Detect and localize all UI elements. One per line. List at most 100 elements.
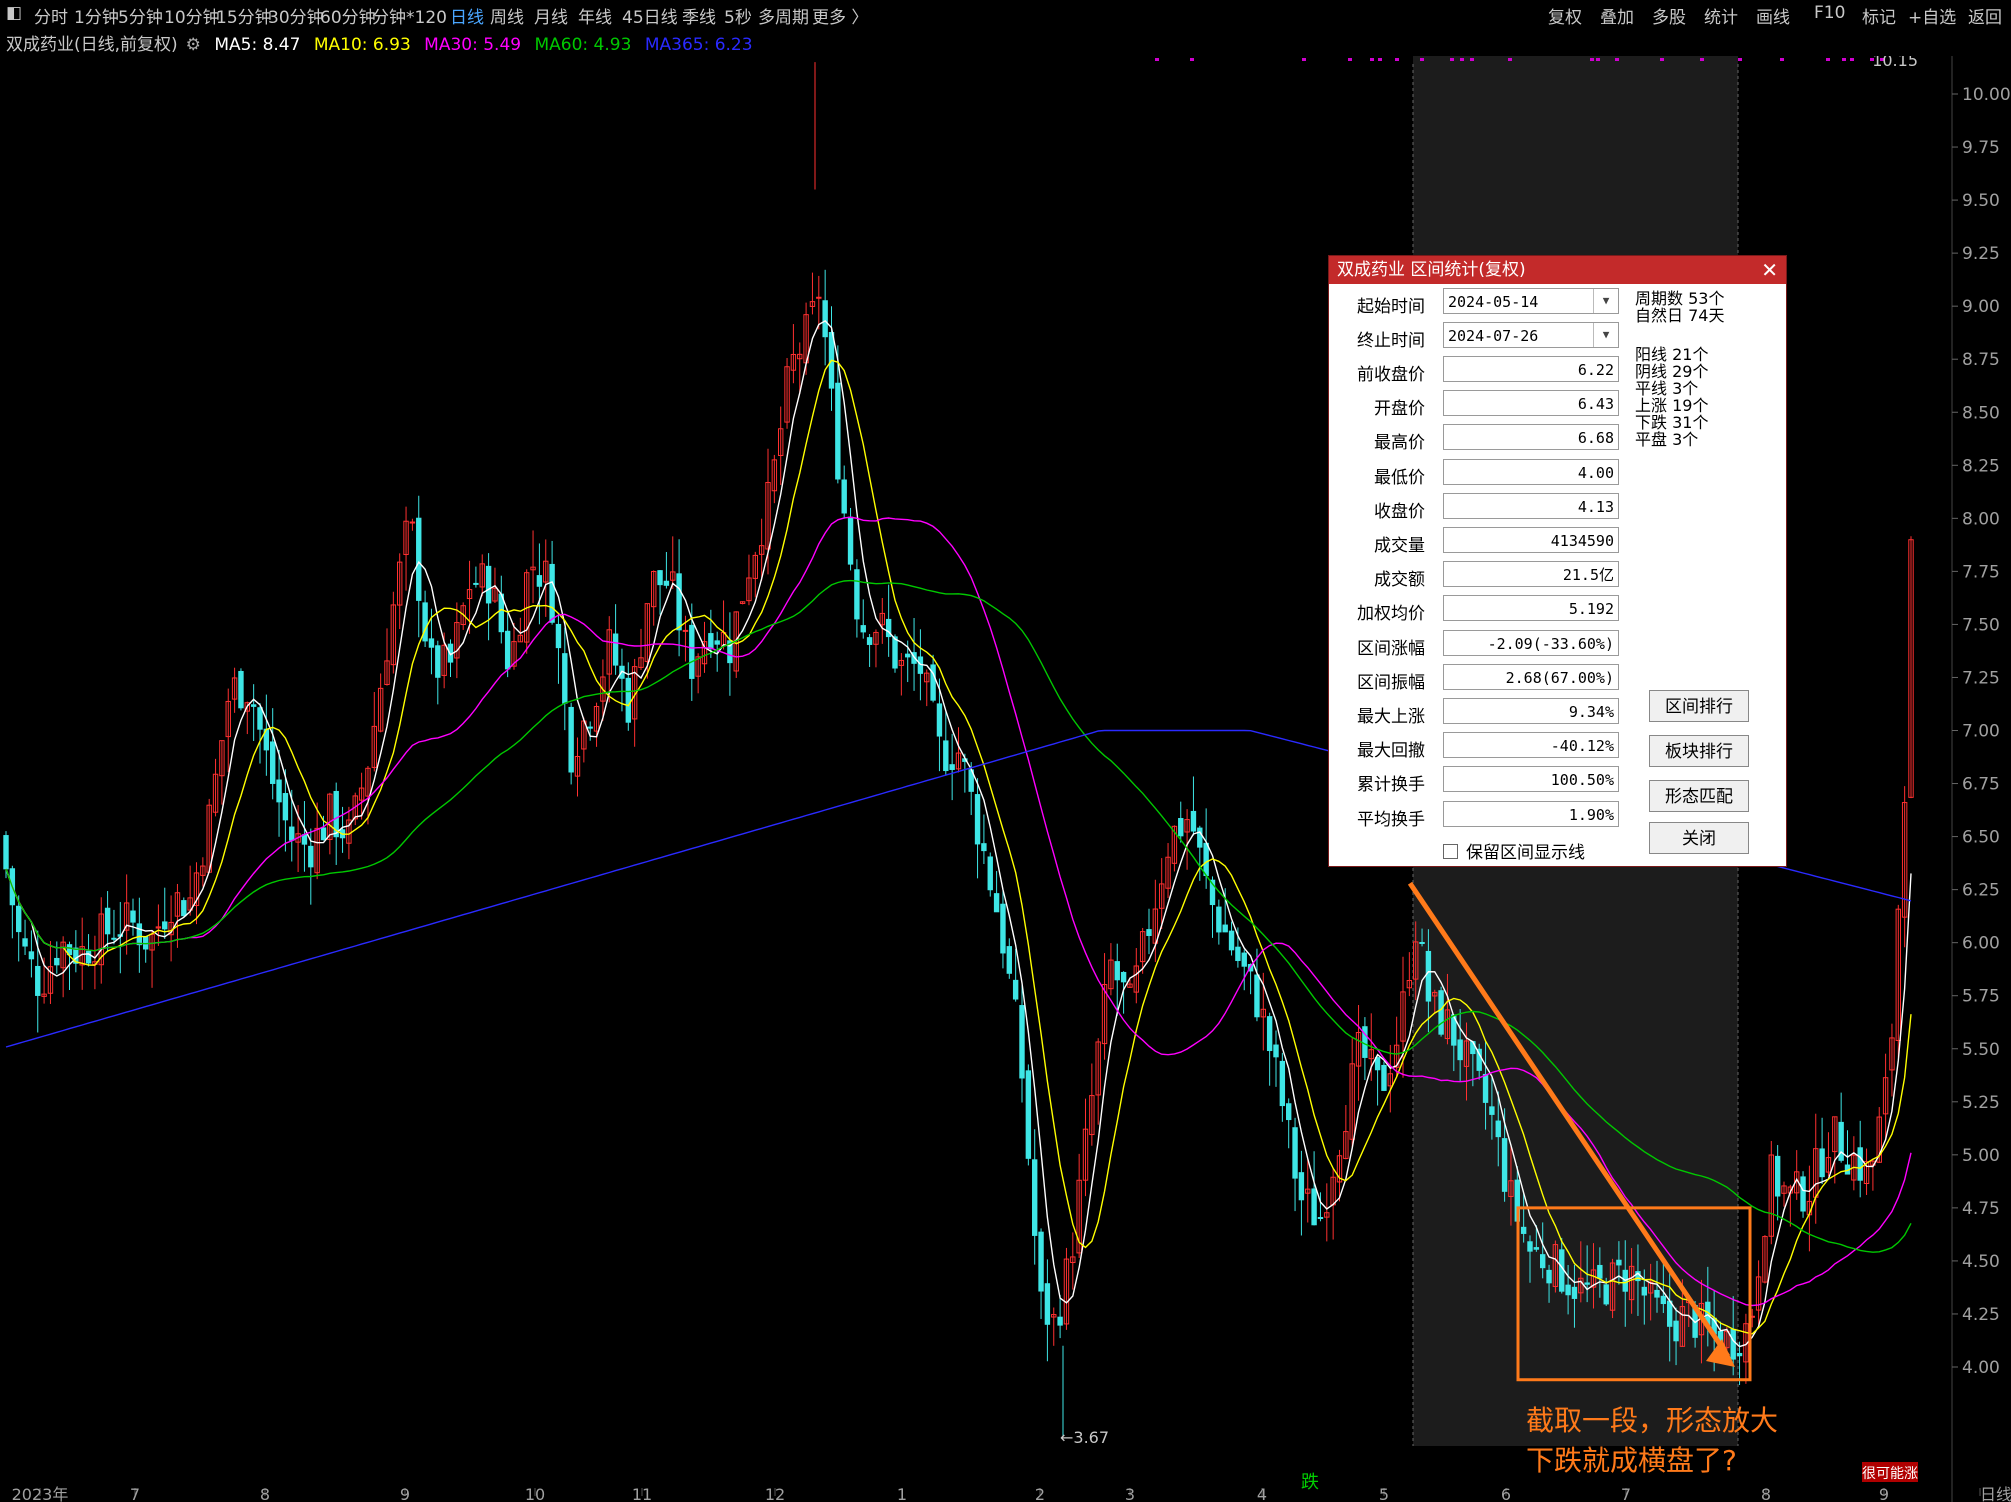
candle-body — [365, 767, 371, 797]
candle-body — [1647, 1281, 1654, 1294]
keep-range-lines-checkbox[interactable]: 保留区间显示线 — [1443, 838, 1585, 863]
chevron-down-icon[interactable]: ▼ — [1593, 289, 1618, 313]
back-button[interactable]: 返回 — [1968, 8, 2002, 28]
candle-body — [574, 755, 581, 777]
period-multi[interactable]: 多周期 — [758, 8, 809, 28]
period-1min[interactable]: 1分钟 — [74, 8, 119, 28]
checkbox-label: 保留区间显示线 — [1466, 843, 1585, 863]
period-monthly[interactable]: 月线 — [534, 8, 568, 28]
stat-field-value[interactable]: 4.00 — [1443, 458, 1619, 485]
layout-icon[interactable]: ◧ — [6, 3, 23, 23]
candle-body — [854, 569, 860, 620]
start-date-picker[interactable]: 2024-05-14 ▼ — [1443, 288, 1619, 314]
restore-rights-button[interactable]: 复权 — [1548, 8, 1582, 28]
pattern-match-button[interactable]: 形态匹配 — [1649, 780, 1749, 812]
period-30min[interactable]: 30分钟 — [268, 8, 324, 28]
candle-body — [1393, 1044, 1400, 1068]
candle-body — [1057, 1316, 1063, 1326]
close-icon[interactable]: ✕ — [1761, 258, 1778, 282]
settings-icon[interactable]: ⚙ — [185, 35, 201, 55]
period-5sec[interactable]: 5秒 — [724, 8, 752, 28]
candle-body — [1032, 1159, 1038, 1236]
candle-body — [1082, 1128, 1089, 1181]
ma-line-ma30 — [5, 516, 1912, 1307]
stat-field-value[interactable]: 4.13 — [1443, 492, 1619, 519]
max-price-label: 10.15 — [1872, 56, 1918, 70]
chevron-down-icon[interactable]: ▼ — [1593, 323, 1618, 347]
overlay-button[interactable]: 叠加 — [1600, 8, 1634, 28]
candle-body — [936, 703, 943, 737]
candle-body — [1482, 1073, 1489, 1103]
candle-body — [1819, 1148, 1825, 1178]
signal-dot — [1395, 58, 1399, 61]
x-tick-label: 3 — [1125, 1485, 1135, 1502]
period-fenshi[interactable]: 分时 — [34, 8, 68, 28]
period-60min[interactable]: 60分钟 — [320, 8, 376, 28]
stat-field-value[interactable]: 6.43 — [1443, 390, 1619, 417]
statistics-button[interactable]: 统计 — [1704, 8, 1738, 28]
stat-field-value[interactable]: -2.09(-33.60%) — [1443, 629, 1619, 656]
min-price-label: ←3.67 — [1060, 1428, 1109, 1447]
ma-line-ma10 — [5, 359, 1912, 1335]
stat-field-label: 区间涨幅 — [1357, 638, 1425, 659]
multi-stock-button[interactable]: 多股 — [1652, 8, 1686, 28]
more-menu[interactable]: 更多 〉 — [812, 8, 869, 28]
period-yearly[interactable]: 年线 — [578, 8, 612, 28]
candle-body — [212, 773, 219, 813]
stat-field-value[interactable]: 1.90% — [1443, 800, 1619, 827]
candle-body — [993, 893, 1000, 913]
candle-body — [314, 827, 320, 874]
sector-rank-button[interactable]: 板块排行 — [1649, 735, 1749, 767]
candle-body — [1571, 1286, 1578, 1299]
signal-dot — [1850, 58, 1854, 61]
candle-body — [327, 793, 333, 840]
end-time-label: 终止时间 — [1357, 331, 1425, 351]
add-watchlist-button[interactable]: +自选 — [1908, 8, 1957, 28]
dialog-close-button[interactable]: 关闭 — [1649, 822, 1749, 854]
stat-field-value[interactable]: 21.5亿 — [1443, 561, 1619, 588]
period-5min[interactable]: 5分钟 — [118, 8, 163, 28]
stat-field-value[interactable]: 2.68(67.00%) — [1443, 663, 1619, 690]
dialog-title-bar[interactable]: 双成药业 区间统计(复权) ✕ — [1329, 256, 1786, 284]
candle-body — [644, 603, 651, 662]
candle-body — [517, 634, 524, 643]
interval-rank-button[interactable]: 区间排行 — [1649, 690, 1749, 722]
signal-dot — [1842, 58, 1846, 61]
x-tick-label: 1 — [897, 1485, 907, 1502]
candle-body — [409, 521, 416, 524]
period-15min[interactable]: 15分钟 — [216, 8, 272, 28]
candle-body — [3, 835, 9, 870]
y-tick-label: 6.50 — [1962, 828, 2000, 848]
stat-field-value[interactable]: -40.12% — [1443, 732, 1619, 759]
f10-button[interactable]: F10 — [1814, 3, 1846, 23]
candle-body — [333, 790, 339, 838]
period-weekly[interactable]: 周线 — [490, 8, 524, 28]
candle-body — [657, 570, 663, 586]
candle-body — [1273, 1044, 1279, 1058]
period-10min[interactable]: 10分钟 — [164, 8, 220, 28]
period-toolbar: ◧ 分时 1分钟 5分钟 10分钟 15分钟 30分钟 60分钟 分钟*120 … — [0, 0, 2011, 28]
stock-title[interactable]: 双成药业(日线,前复权) — [6, 35, 178, 55]
candle-body — [873, 631, 879, 645]
candle-body — [111, 937, 117, 940]
stat-field-value[interactable]: 6.68 — [1443, 424, 1619, 451]
period-120min[interactable]: 分钟*120 — [372, 8, 447, 28]
stat-field-value[interactable]: 5.192 — [1443, 595, 1619, 622]
stat-field-value[interactable]: 6.22 — [1443, 356, 1619, 382]
mark-button[interactable]: 标记 — [1862, 8, 1896, 28]
draw-line-button[interactable]: 画线 — [1756, 8, 1790, 28]
stat-field-value[interactable]: 9.34% — [1443, 698, 1619, 724]
signal-dot — [1348, 58, 1352, 61]
stat-field-label: 最低价 — [1374, 467, 1425, 488]
candle-body — [511, 641, 517, 667]
candle-body — [162, 921, 168, 930]
period-quarter[interactable]: 季线 — [682, 8, 716, 28]
stat-field-value[interactable]: 100.50% — [1443, 766, 1619, 793]
candle-body — [1260, 1008, 1266, 1018]
candle-body — [358, 787, 365, 801]
end-date-picker[interactable]: 2024-07-26 ▼ — [1443, 322, 1619, 348]
period-45day[interactable]: 45日线 — [622, 8, 678, 28]
candle-body — [1876, 1116, 1882, 1163]
stat-field-value[interactable]: 4134590 — [1443, 527, 1619, 553]
period-daily[interactable]: 日线 — [450, 8, 484, 28]
